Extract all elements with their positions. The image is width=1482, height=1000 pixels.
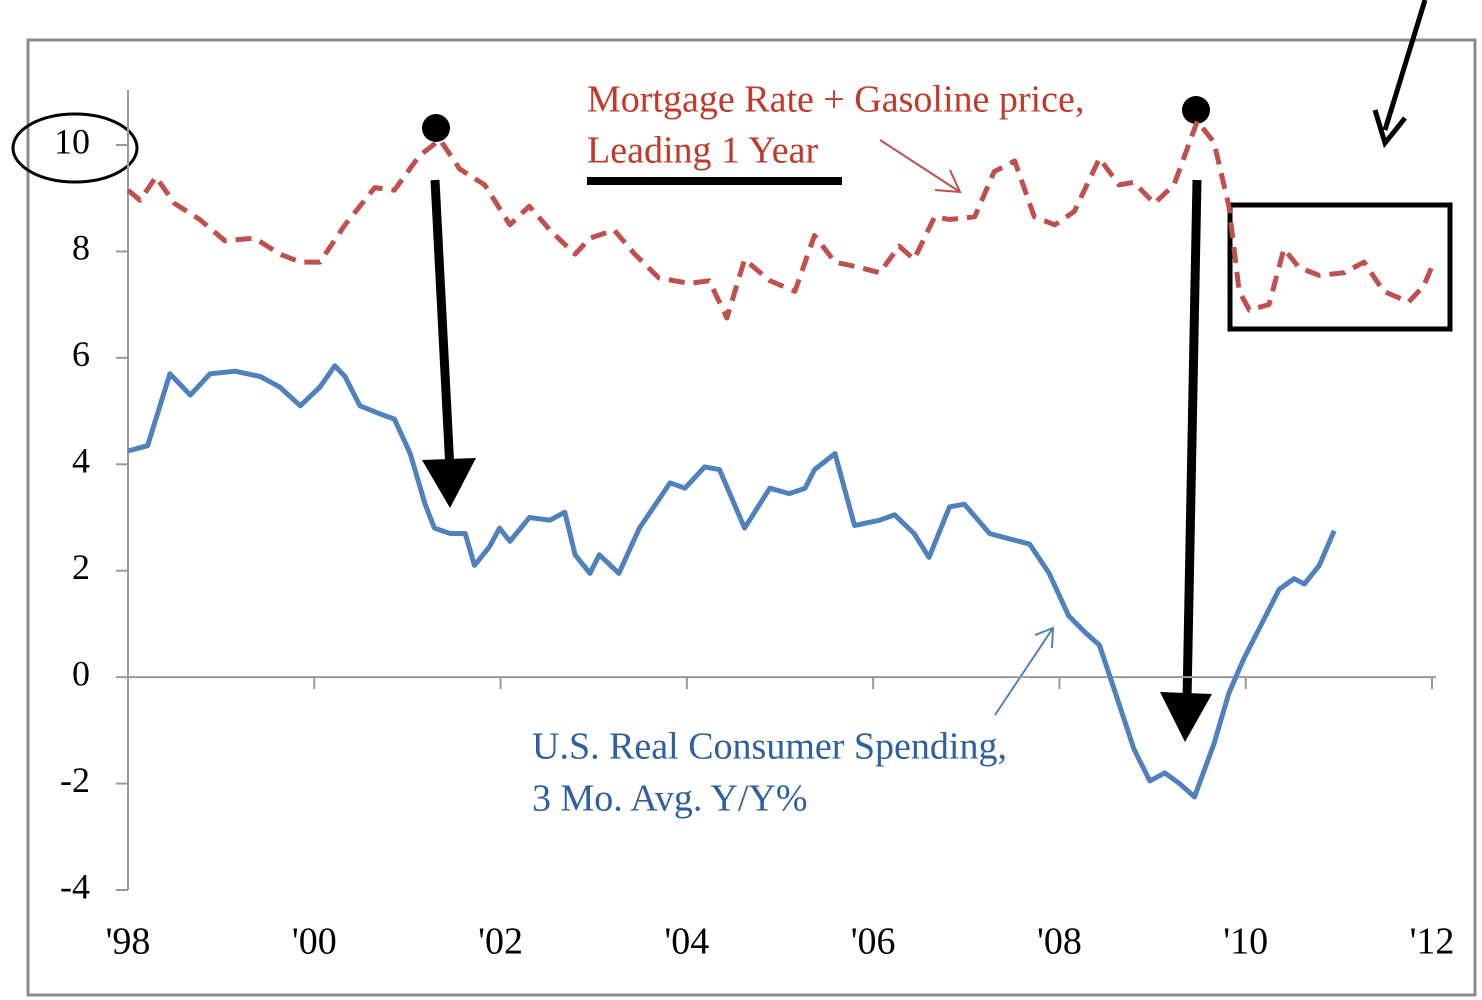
arrows (422, 0, 1428, 742)
data-line (127, 363, 1337, 800)
y-tick-label: -4 (60, 866, 90, 906)
annotation: Mortgage Rate + Gasoline price, (587, 79, 1084, 121)
annotation-arrow (994, 626, 1055, 716)
x-tick-label: '12 (1410, 921, 1455, 963)
annotation: 3 Mo. Avg. Y/Y% (532, 778, 808, 820)
x-tick-label: '98 (106, 921, 151, 963)
x-tick-label: '10 (1223, 921, 1268, 963)
y-tick-label: 6 (72, 334, 90, 374)
arrow-head (422, 458, 476, 508)
peak-dot (1182, 96, 1210, 124)
highlight-ellipse (11, 112, 139, 184)
y-tick-label: -2 (60, 760, 90, 800)
x-tick-label: '08 (1037, 921, 1082, 963)
x-tick-label: '02 (478, 921, 523, 963)
data-line (126, 118, 1437, 321)
highlight-box (1227, 202, 1453, 332)
y-tick-label: 8 (72, 228, 90, 268)
arrow-shaft (1182, 179, 1202, 701)
y-tick-label: 2 (72, 547, 90, 587)
x-tick-label: '04 (664, 921, 709, 963)
annotation: U.S. Real Consumer Spending, (532, 726, 1007, 768)
y-tick-label: 10 (54, 121, 90, 161)
arrow-shaft (1382, 0, 1428, 131)
arrow-head (1160, 692, 1212, 742)
y-tick-label: 0 (72, 653, 90, 693)
annotation-arrow (879, 139, 962, 194)
peak-dot (422, 114, 450, 142)
x-tick-label: '00 (292, 921, 337, 963)
arrow-shaft (430, 179, 455, 471)
x-tick-label: '06 (851, 921, 896, 963)
y-tick-label: 4 (72, 441, 90, 481)
arrow-head (1372, 109, 1407, 149)
annotation: Leading 1 Year (587, 130, 818, 172)
